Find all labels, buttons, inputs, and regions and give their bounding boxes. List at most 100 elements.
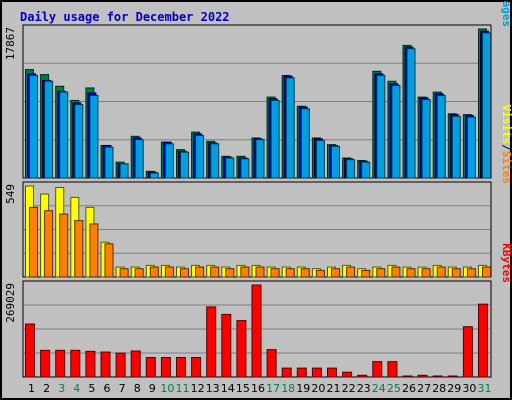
day-label-25: 25 <box>387 382 401 395</box>
day-label-31: 31 <box>478 382 492 395</box>
bar-kbytes-day-7 <box>115 352 126 378</box>
bar-pages-day-14 <box>225 157 235 179</box>
bar-pages-day-22 <box>346 159 356 179</box>
bar-kbytes-day-6 <box>100 351 111 378</box>
bar-kbytes-day-20 <box>311 367 322 378</box>
bar-pages-day-19 <box>300 108 310 179</box>
bar-sites-day-25 <box>391 266 401 278</box>
day-label-10: 10 <box>160 382 174 395</box>
bar-kbytes-day-29 <box>447 375 458 378</box>
bar-sites-day-16 <box>255 266 265 278</box>
y-max-label-top: 17867 <box>4 27 17 60</box>
bar-sites-day-9 <box>149 266 159 278</box>
bar-sites-day-20 <box>315 269 325 278</box>
bar-pages-day-16 <box>255 139 265 179</box>
day-label-5: 5 <box>88 382 95 395</box>
day-label-26: 26 <box>402 382 416 395</box>
day-label-11: 11 <box>176 382 190 395</box>
bar-sites-day-5 <box>89 223 99 278</box>
day-label-23: 23 <box>357 382 371 395</box>
bar-kbytes-day-9 <box>145 357 156 378</box>
day-label-1: 1 <box>28 382 35 395</box>
bar-pages-day-21 <box>331 145 340 179</box>
bar-pages-day-24 <box>376 74 386 179</box>
day-label-8: 8 <box>134 382 141 395</box>
day-label-16: 16 <box>251 382 265 395</box>
bar-sites-day-31 <box>482 266 491 278</box>
bar-kbytes-day-27 <box>417 374 428 378</box>
bar-kbytes-day-12 <box>191 357 202 378</box>
bar-kbytes-day-11 <box>176 357 186 378</box>
bar-pages-day-25 <box>391 84 401 179</box>
day-label-27: 27 <box>417 382 431 395</box>
bar-sites-day-4 <box>74 220 84 278</box>
bar-kbytes-day-28 <box>432 375 443 378</box>
legend-top: Hits/Files/Pages <box>500 0 512 27</box>
day-label-18: 18 <box>281 382 295 395</box>
bar-kbytes-day-14 <box>221 313 232 378</box>
bar-kbytes-day-25 <box>387 361 398 378</box>
bar-kbytes-day-18 <box>281 367 292 378</box>
bar-pages-day-20 <box>315 139 325 179</box>
bar-sites-day-28 <box>436 266 446 278</box>
bar-pages-day-9 <box>149 172 159 179</box>
bar-kbytes-day-4 <box>70 349 81 378</box>
day-label-12: 12 <box>191 382 205 395</box>
bar-kbytes-day-5 <box>85 350 96 378</box>
bar-sites-day-8 <box>134 268 144 278</box>
bar-sites-day-17 <box>270 268 280 278</box>
legend-kbytes: KBytes <box>500 243 512 283</box>
y-max-label-bottom: 269029 <box>4 283 17 323</box>
bar-pages-day-11 <box>180 151 189 179</box>
day-label-7: 7 <box>119 382 126 395</box>
bar-pages-day-26 <box>406 48 416 179</box>
bar-kbytes-day-1 <box>25 323 35 378</box>
bar-kbytes-day-22 <box>342 371 353 378</box>
bar-sites-day-7 <box>119 268 129 278</box>
legend-bottom: KBytes <box>500 243 512 283</box>
day-label-28: 28 <box>432 382 446 395</box>
bar-pages-day-29 <box>451 115 461 179</box>
day-label-2: 2 <box>43 382 50 395</box>
bar-sites-day-30 <box>466 268 476 278</box>
bar-sites-day-6 <box>104 243 114 278</box>
bar-sites-day-24 <box>376 268 386 278</box>
legend-sites: Sites <box>500 151 512 184</box>
bar-sites-day-3 <box>59 213 69 278</box>
bar-pages-day-28 <box>436 94 446 179</box>
bar-sites-day-15 <box>240 266 250 278</box>
bar-kbytes-day-15 <box>236 320 247 378</box>
bar-kbytes-day-24 <box>372 361 383 378</box>
bar-sites-day-11 <box>180 268 189 278</box>
bar-kbytes-day-19 <box>296 367 307 378</box>
bar-kbytes-day-17 <box>266 349 277 378</box>
bar-pages-day-18 <box>285 77 295 179</box>
bar-sites-day-1 <box>29 206 38 278</box>
bar-pages-day-12 <box>195 134 205 179</box>
bar-sites-day-10 <box>164 266 174 278</box>
day-label-6: 6 <box>104 382 111 395</box>
bar-pages-day-2 <box>44 80 54 179</box>
legend-separator: / <box>500 144 512 151</box>
bar-pages-day-6 <box>104 146 114 179</box>
bar-pages-day-8 <box>134 139 144 179</box>
bar-sites-day-26 <box>406 268 416 278</box>
y-max-label-middle: 549 <box>4 184 17 204</box>
day-label-15: 15 <box>236 382 250 395</box>
bar-sites-day-23 <box>361 269 371 278</box>
day-label-29: 29 <box>447 382 461 395</box>
bar-sites-day-12 <box>195 266 205 278</box>
day-label-17: 17 <box>266 382 280 395</box>
bar-sites-day-18 <box>285 268 295 278</box>
bar-sites-day-2 <box>44 210 54 278</box>
bar-kbytes-day-3 <box>55 349 66 378</box>
bar-sites-day-14 <box>225 268 235 278</box>
bar-sites-day-22 <box>346 266 356 278</box>
bar-pages-day-10 <box>164 143 174 179</box>
day-label-4: 4 <box>73 382 80 395</box>
chart-title: Daily usage for December 2022 <box>20 10 230 24</box>
bar-pages-day-31 <box>482 32 491 179</box>
bar-sites-day-13 <box>210 266 220 278</box>
legend-middle: Visits/Sites <box>500 105 512 185</box>
